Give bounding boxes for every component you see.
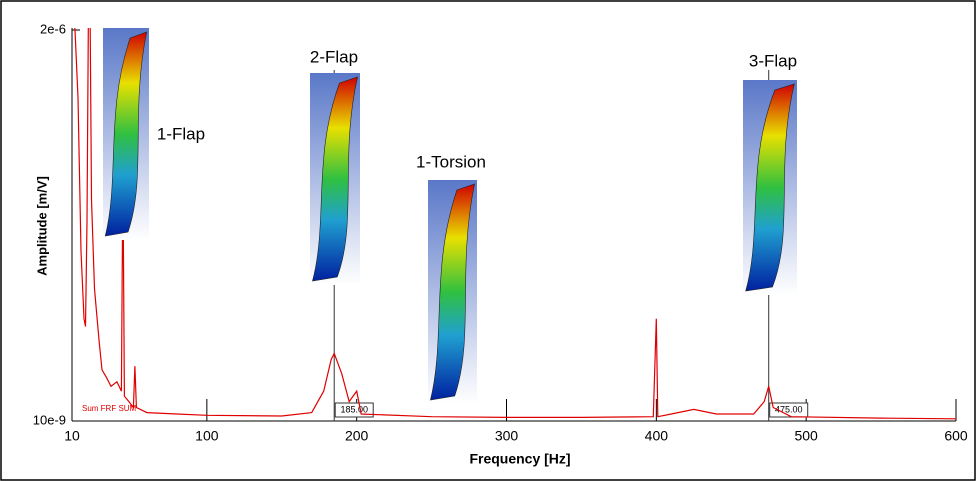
mode-label: 1-Flap: [157, 124, 205, 143]
x-tick-label: 200: [345, 428, 369, 444]
cursor-label: 475.00: [775, 404, 803, 414]
mode-label: 1-Torsion: [416, 152, 486, 171]
frf-line: [74, 28, 956, 420]
legend-label: Sum FRF SUM: [82, 404, 137, 413]
x-tick-label: 600: [944, 428, 968, 444]
y-tick-label: 10e-9: [33, 412, 66, 427]
x-axis-label: Frequency [Hz]: [469, 451, 570, 467]
mode-label: 3-Flap: [749, 51, 797, 70]
mode-shape: [745, 83, 795, 292]
cursor-label: 185.00: [340, 404, 368, 414]
y-axis-label: Amplitude [m/V]: [34, 176, 49, 276]
x-tick-label: 500: [794, 428, 818, 444]
x-tick-label: 300: [495, 428, 519, 444]
x-tick-label: 100: [195, 428, 219, 444]
mode-shape: [312, 76, 358, 282]
x-tick-label: 10: [64, 428, 80, 444]
plot-area: [74, 28, 956, 420]
y-tick-label: 2e-6: [40, 21, 66, 36]
mode-shape: [104, 31, 148, 237]
mode-label: 2-Flap: [310, 47, 358, 66]
cursor-box: [769, 402, 809, 418]
x-tick-label: 400: [645, 428, 669, 444]
mode-shape: [430, 183, 475, 401]
